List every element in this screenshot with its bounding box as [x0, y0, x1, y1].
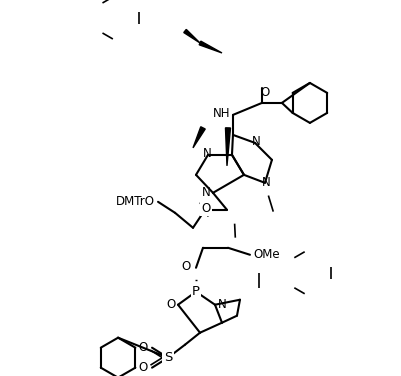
Text: O: O [138, 341, 148, 354]
Text: N: N [261, 176, 269, 190]
Text: OMe: OMe [252, 248, 279, 261]
Polygon shape [198, 41, 221, 53]
Text: N: N [251, 135, 260, 149]
Text: S: S [164, 351, 172, 364]
Text: NH: NH [212, 108, 229, 120]
Text: P: P [192, 285, 200, 298]
Text: O: O [138, 361, 148, 374]
Polygon shape [183, 29, 200, 43]
Text: O: O [166, 298, 175, 311]
Text: O: O [260, 86, 269, 99]
Text: DMTrO: DMTrO [116, 195, 155, 208]
Text: N: N [217, 298, 226, 311]
Polygon shape [192, 127, 205, 148]
Polygon shape [225, 128, 230, 166]
Text: O: O [201, 202, 210, 215]
Text: N: N [201, 186, 210, 199]
Text: O: O [181, 260, 190, 273]
Text: N: N [202, 147, 211, 160]
